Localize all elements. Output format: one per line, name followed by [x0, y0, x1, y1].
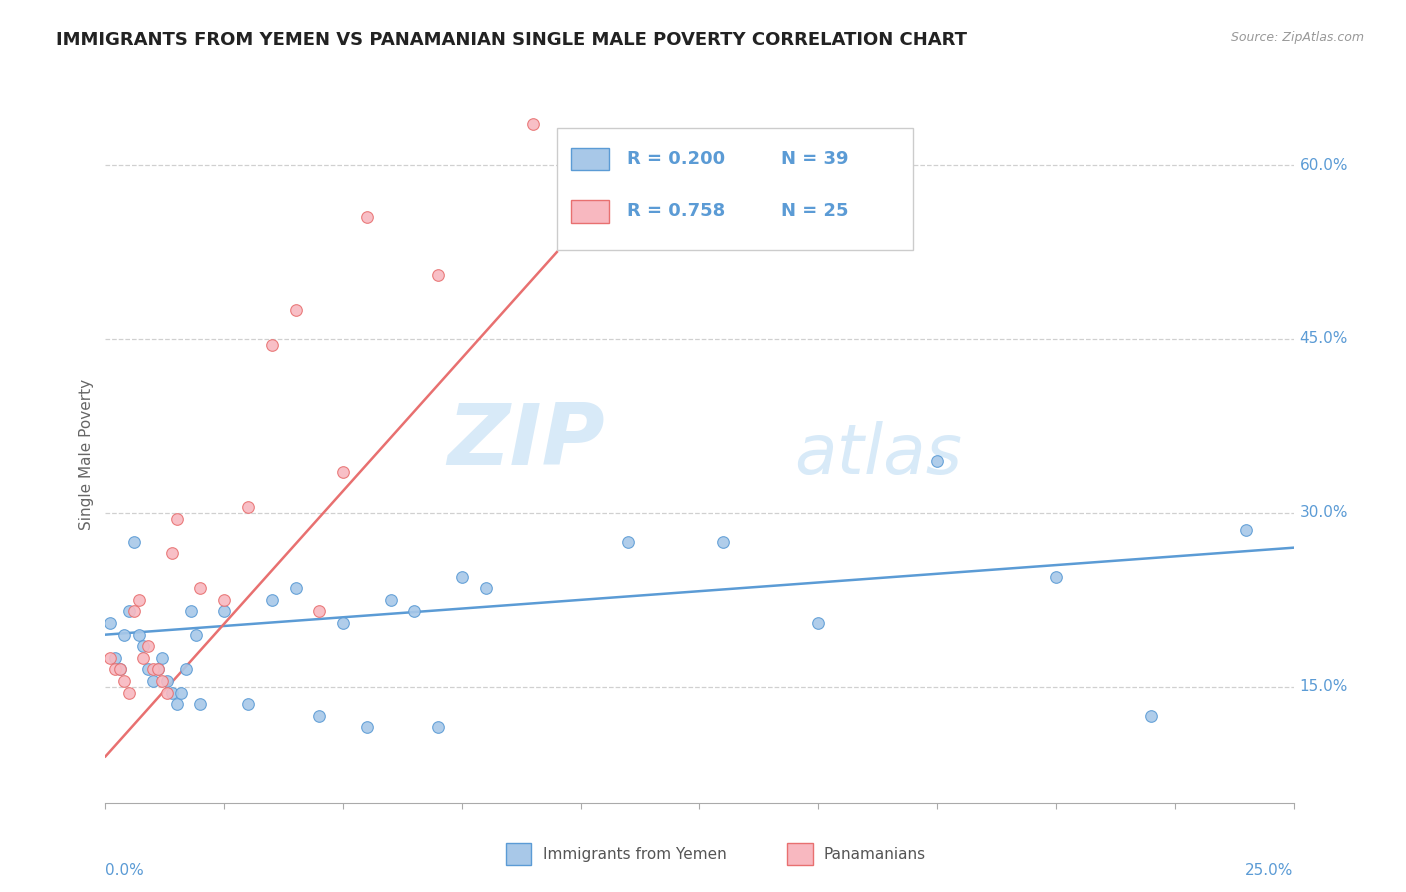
Point — [136, 662, 159, 676]
Point — [925, 453, 948, 467]
Text: Immigrants from Yemen: Immigrants from Yemen — [543, 847, 727, 862]
Point — [1234, 523, 1257, 537]
Point — [160, 546, 183, 561]
Point — [142, 662, 165, 676]
Y-axis label: Single Male Poverty: Single Male Poverty — [79, 379, 94, 531]
Point — [132, 651, 155, 665]
Point — [236, 500, 259, 514]
Text: 25.0%: 25.0% — [1246, 863, 1294, 878]
Point — [260, 337, 283, 351]
Point — [170, 685, 193, 699]
Point — [136, 639, 159, 653]
Point — [174, 662, 197, 676]
Point — [332, 615, 354, 630]
Point — [160, 685, 183, 699]
Point — [308, 605, 330, 619]
Point — [356, 721, 378, 735]
Point — [1045, 570, 1067, 584]
Point — [108, 662, 131, 676]
Point — [104, 662, 127, 676]
Point — [118, 605, 141, 619]
Point — [166, 698, 188, 712]
Bar — [571, 201, 609, 222]
Point — [450, 570, 472, 584]
Text: atlas: atlas — [794, 421, 963, 489]
Point — [122, 534, 145, 549]
Point — [98, 651, 121, 665]
Point — [308, 708, 330, 723]
Text: Source: ZipAtlas.com: Source: ZipAtlas.com — [1230, 31, 1364, 45]
Point — [190, 582, 212, 596]
Point — [236, 698, 259, 712]
Point — [128, 592, 150, 607]
Point — [356, 210, 378, 224]
Text: 0.0%: 0.0% — [105, 863, 145, 878]
Point — [474, 582, 496, 596]
Point — [1140, 708, 1163, 723]
Point — [122, 605, 145, 619]
Point — [152, 651, 174, 665]
Text: R = 0.200: R = 0.200 — [627, 150, 725, 169]
Point — [132, 639, 155, 653]
Text: ZIP: ZIP — [447, 400, 605, 483]
Point — [332, 466, 354, 480]
Point — [180, 605, 202, 619]
Point — [380, 592, 402, 607]
Point — [284, 582, 307, 596]
Point — [214, 605, 236, 619]
Bar — [571, 148, 609, 170]
Text: N = 25: N = 25 — [782, 202, 849, 220]
Bar — [557, 128, 914, 250]
Point — [156, 685, 179, 699]
Point — [807, 615, 830, 630]
Text: 15.0%: 15.0% — [1299, 680, 1348, 694]
Point — [142, 674, 165, 689]
Point — [404, 605, 426, 619]
Point — [190, 698, 212, 712]
Text: 45.0%: 45.0% — [1299, 332, 1348, 346]
Point — [260, 592, 283, 607]
Point — [617, 534, 640, 549]
Point — [427, 721, 450, 735]
Point — [104, 651, 127, 665]
Point — [522, 117, 544, 131]
Point — [114, 674, 136, 689]
Point — [152, 674, 174, 689]
Text: IMMIGRANTS FROM YEMEN VS PANAMANIAN SINGLE MALE POVERTY CORRELATION CHART: IMMIGRANTS FROM YEMEN VS PANAMANIAN SING… — [56, 31, 967, 49]
Point — [156, 674, 179, 689]
Point — [214, 592, 236, 607]
Text: N = 39: N = 39 — [782, 150, 849, 169]
Point — [98, 615, 121, 630]
Point — [118, 685, 141, 699]
Text: R = 0.758: R = 0.758 — [627, 202, 725, 220]
Point — [427, 268, 450, 282]
Point — [184, 628, 207, 642]
Point — [128, 628, 150, 642]
Point — [166, 511, 188, 525]
Point — [146, 662, 169, 676]
Text: 30.0%: 30.0% — [1299, 506, 1348, 520]
Point — [108, 662, 131, 676]
Point — [146, 662, 169, 676]
Point — [114, 628, 136, 642]
Point — [711, 534, 734, 549]
Point — [284, 302, 307, 317]
Text: 60.0%: 60.0% — [1299, 158, 1348, 172]
Text: Panamanians: Panamanians — [824, 847, 927, 862]
